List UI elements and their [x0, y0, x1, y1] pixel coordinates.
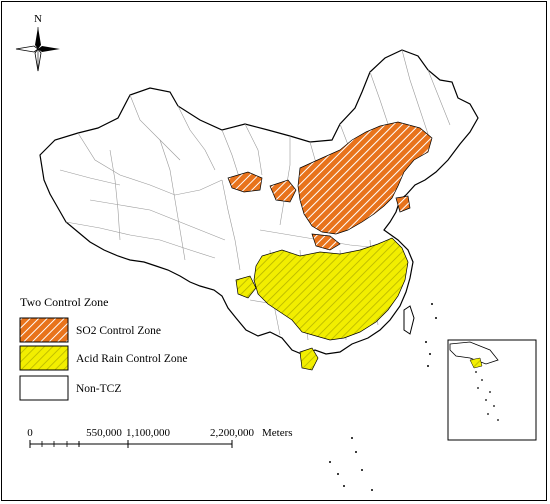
legend-swatch-non-tcz [19, 375, 69, 401]
legend-title: Two Control Zone [20, 295, 108, 309]
islands [329, 303, 437, 491]
acid-rain-zones [235, 237, 409, 371]
scale-tick-550000: 550,000 [86, 427, 122, 439]
south-china-sea-inset [447, 339, 537, 441]
north-label: N [34, 13, 42, 25]
china-map [39, 49, 479, 491]
scale-tick-2200000: 2,200,000 [210, 427, 255, 439]
scale-tick-1100000: 1,100,000 [126, 427, 171, 439]
scale-unit: Meters [262, 427, 293, 439]
legend-label-non-tcz: Non-TCZ [76, 383, 121, 395]
scale-bar: 0 550,000 1,100,000 2,200,000 Meters [27, 427, 293, 448]
legend-swatch-so2 [19, 317, 69, 343]
legend: Two Control Zone SO2 Control Zone Acid R… [19, 295, 187, 401]
north-arrow: N [15, 13, 60, 72]
scale-tick-0: 0 [27, 427, 33, 439]
compass-rose-icon [15, 27, 60, 72]
taiwan-outline [403, 305, 415, 335]
legend-label-acid-rain: Acid Rain Control Zone [76, 353, 187, 365]
legend-label-so2: SO2 Control Zone [76, 325, 161, 337]
legend-swatch-acid-rain [19, 345, 69, 371]
so2-zones [227, 121, 433, 251]
